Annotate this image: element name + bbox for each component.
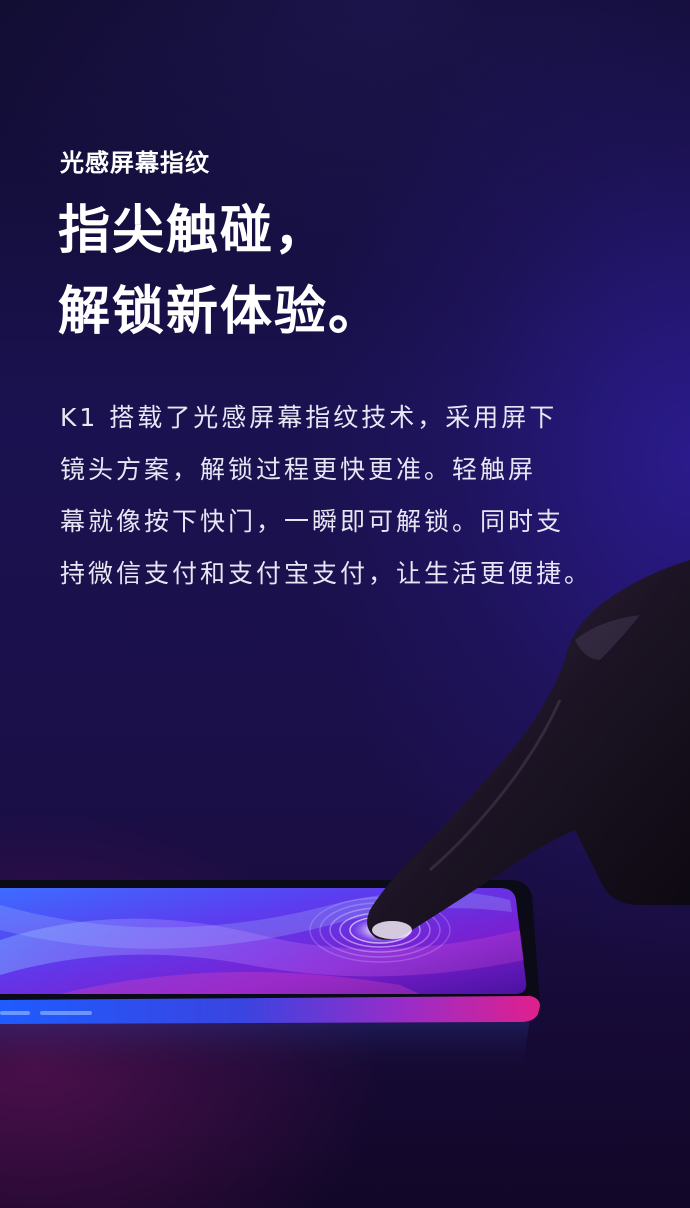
headline-line-2: 解锁新体验。 [58, 282, 383, 342]
pointing-hand-icon [367, 560, 690, 940]
description: K1 搭载了光感屏幕指纹技术，采用屏下 镜头方案，解锁过程更快更准。轻触屏 幕就… [60, 392, 592, 600]
headline-line-1: 指尖触碰， [58, 201, 329, 261]
description-line: 幕就像按下快门，一瞬即可解锁。同时支 [60, 507, 565, 536]
description-line: K1 搭载了光感屏幕指纹技术，采用屏下 [60, 403, 558, 432]
description-line: 镜头方案，解锁过程更快更准。轻触屏 [60, 455, 537, 484]
smartphone-icon [0, 880, 541, 1080]
description-line: 持微信支付和支付宝支付，让生活更便捷。 [60, 559, 593, 588]
subtitle: 光感屏幕指纹 [60, 149, 210, 177]
